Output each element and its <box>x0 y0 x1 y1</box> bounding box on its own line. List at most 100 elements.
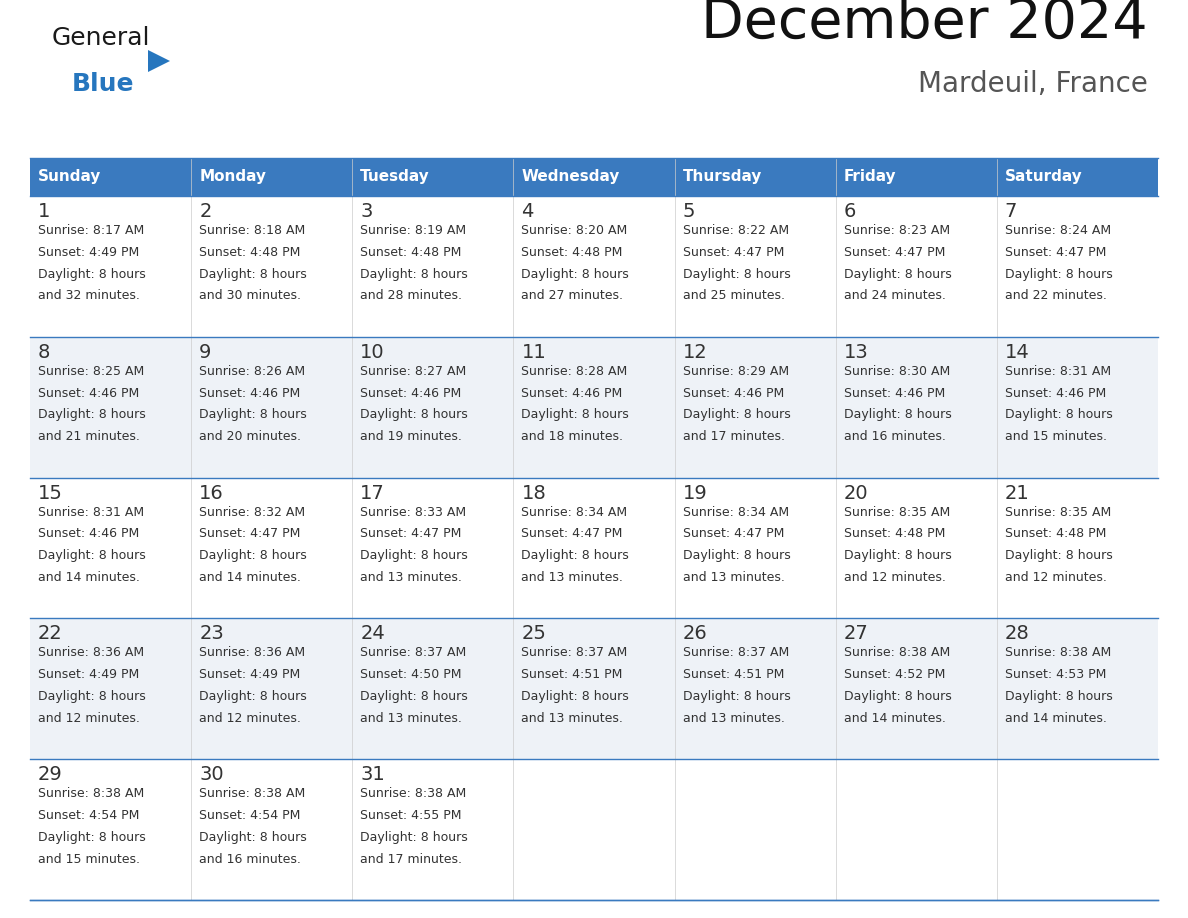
Text: and 13 minutes.: and 13 minutes. <box>683 571 784 584</box>
Text: 3: 3 <box>360 202 373 221</box>
Text: and 12 minutes.: and 12 minutes. <box>38 711 140 725</box>
Text: Tuesday: Tuesday <box>360 170 430 185</box>
Text: 12: 12 <box>683 342 707 362</box>
Text: Sunset: 4:50 PM: Sunset: 4:50 PM <box>360 668 462 681</box>
Text: Daylight: 8 hours: Daylight: 8 hours <box>522 549 630 562</box>
Text: Daylight: 8 hours: Daylight: 8 hours <box>200 409 307 421</box>
Text: Sunrise: 8:27 AM: Sunrise: 8:27 AM <box>360 364 467 378</box>
Text: and 13 minutes.: and 13 minutes. <box>360 571 462 584</box>
Text: and 12 minutes.: and 12 minutes. <box>843 571 946 584</box>
Text: Daylight: 8 hours: Daylight: 8 hours <box>522 409 630 421</box>
FancyBboxPatch shape <box>30 619 1158 759</box>
Text: and 18 minutes.: and 18 minutes. <box>522 431 624 443</box>
FancyBboxPatch shape <box>997 158 1158 196</box>
Text: Daylight: 8 hours: Daylight: 8 hours <box>843 409 952 421</box>
Text: Sunrise: 8:31 AM: Sunrise: 8:31 AM <box>1005 364 1111 378</box>
Text: 2: 2 <box>200 202 211 221</box>
Text: 20: 20 <box>843 484 868 502</box>
Text: Sunset: 4:52 PM: Sunset: 4:52 PM <box>843 668 946 681</box>
Text: and 21 minutes.: and 21 minutes. <box>38 431 140 443</box>
Text: and 16 minutes.: and 16 minutes. <box>843 431 946 443</box>
Text: Sunset: 4:47 PM: Sunset: 4:47 PM <box>200 528 301 541</box>
Text: 31: 31 <box>360 766 385 784</box>
Text: Sunset: 4:47 PM: Sunset: 4:47 PM <box>1005 246 1106 259</box>
Text: Sunrise: 8:34 AM: Sunrise: 8:34 AM <box>683 506 789 519</box>
Text: Sunset: 4:47 PM: Sunset: 4:47 PM <box>683 528 784 541</box>
Text: Daylight: 8 hours: Daylight: 8 hours <box>360 690 468 703</box>
Text: Daylight: 8 hours: Daylight: 8 hours <box>360 268 468 281</box>
Text: Sunset: 4:54 PM: Sunset: 4:54 PM <box>200 809 301 822</box>
Text: Sunset: 4:46 PM: Sunset: 4:46 PM <box>360 386 461 399</box>
Text: Daylight: 8 hours: Daylight: 8 hours <box>843 549 952 562</box>
Text: and 14 minutes.: and 14 minutes. <box>843 711 946 725</box>
Text: 29: 29 <box>38 766 63 784</box>
Text: Sunset: 4:48 PM: Sunset: 4:48 PM <box>843 528 946 541</box>
Text: and 27 minutes.: and 27 minutes. <box>522 289 624 302</box>
Text: December 2024: December 2024 <box>701 0 1148 50</box>
Text: Sunrise: 8:31 AM: Sunrise: 8:31 AM <box>38 506 144 519</box>
Text: Sunrise: 8:18 AM: Sunrise: 8:18 AM <box>200 224 305 237</box>
Text: Sunrise: 8:38 AM: Sunrise: 8:38 AM <box>843 646 950 659</box>
Text: 28: 28 <box>1005 624 1030 644</box>
FancyBboxPatch shape <box>675 158 835 196</box>
FancyBboxPatch shape <box>30 196 1158 337</box>
Text: Sunset: 4:47 PM: Sunset: 4:47 PM <box>843 246 946 259</box>
Text: Daylight: 8 hours: Daylight: 8 hours <box>843 690 952 703</box>
Text: 6: 6 <box>843 202 857 221</box>
Text: Sunset: 4:47 PM: Sunset: 4:47 PM <box>360 528 462 541</box>
Text: Friday: Friday <box>843 170 896 185</box>
Text: Sunrise: 8:17 AM: Sunrise: 8:17 AM <box>38 224 144 237</box>
Text: Daylight: 8 hours: Daylight: 8 hours <box>200 690 307 703</box>
Text: and 17 minutes.: and 17 minutes. <box>683 431 784 443</box>
Text: Daylight: 8 hours: Daylight: 8 hours <box>360 549 468 562</box>
Text: Daylight: 8 hours: Daylight: 8 hours <box>38 831 146 844</box>
Text: Sunrise: 8:20 AM: Sunrise: 8:20 AM <box>522 224 627 237</box>
Text: Sunrise: 8:36 AM: Sunrise: 8:36 AM <box>38 646 144 659</box>
Text: 26: 26 <box>683 624 707 644</box>
FancyBboxPatch shape <box>30 759 1158 900</box>
Text: 23: 23 <box>200 624 223 644</box>
Text: Daylight: 8 hours: Daylight: 8 hours <box>38 268 146 281</box>
Text: and 13 minutes.: and 13 minutes. <box>522 571 624 584</box>
Text: 22: 22 <box>38 624 63 644</box>
Text: Sunset: 4:49 PM: Sunset: 4:49 PM <box>38 668 139 681</box>
Text: Daylight: 8 hours: Daylight: 8 hours <box>522 268 630 281</box>
Text: and 13 minutes.: and 13 minutes. <box>522 711 624 725</box>
FancyBboxPatch shape <box>513 158 675 196</box>
Text: Daylight: 8 hours: Daylight: 8 hours <box>1005 690 1113 703</box>
Text: Sunrise: 8:38 AM: Sunrise: 8:38 AM <box>200 788 305 800</box>
Text: Sunrise: 8:26 AM: Sunrise: 8:26 AM <box>200 364 305 378</box>
Text: Sunrise: 8:23 AM: Sunrise: 8:23 AM <box>843 224 950 237</box>
Text: and 12 minutes.: and 12 minutes. <box>1005 571 1107 584</box>
Text: and 32 minutes.: and 32 minutes. <box>38 289 140 302</box>
Text: Daylight: 8 hours: Daylight: 8 hours <box>843 268 952 281</box>
Text: 15: 15 <box>38 484 63 502</box>
Text: and 14 minutes.: and 14 minutes. <box>200 571 301 584</box>
Text: Sunrise: 8:24 AM: Sunrise: 8:24 AM <box>1005 224 1111 237</box>
Text: and 12 minutes.: and 12 minutes. <box>200 711 301 725</box>
Text: Daylight: 8 hours: Daylight: 8 hours <box>38 549 146 562</box>
Text: Sunrise: 8:19 AM: Sunrise: 8:19 AM <box>360 224 467 237</box>
Text: Sunset: 4:46 PM: Sunset: 4:46 PM <box>843 386 944 399</box>
Text: General: General <box>52 26 151 50</box>
Text: 10: 10 <box>360 342 385 362</box>
Text: Sunset: 4:47 PM: Sunset: 4:47 PM <box>683 246 784 259</box>
Text: Sunset: 4:46 PM: Sunset: 4:46 PM <box>38 386 139 399</box>
Text: and 15 minutes.: and 15 minutes. <box>1005 431 1107 443</box>
Text: and 24 minutes.: and 24 minutes. <box>843 289 946 302</box>
Text: Daylight: 8 hours: Daylight: 8 hours <box>683 268 790 281</box>
Text: Sunrise: 8:30 AM: Sunrise: 8:30 AM <box>843 364 950 378</box>
Text: Sunrise: 8:22 AM: Sunrise: 8:22 AM <box>683 224 789 237</box>
Text: and 16 minutes.: and 16 minutes. <box>200 853 301 866</box>
Text: 17: 17 <box>360 484 385 502</box>
Text: Sunset: 4:48 PM: Sunset: 4:48 PM <box>200 246 301 259</box>
Text: Sunset: 4:48 PM: Sunset: 4:48 PM <box>522 246 623 259</box>
Text: Sunrise: 8:36 AM: Sunrise: 8:36 AM <box>200 646 305 659</box>
Polygon shape <box>148 50 170 72</box>
Text: and 15 minutes.: and 15 minutes. <box>38 853 140 866</box>
Text: and 25 minutes.: and 25 minutes. <box>683 289 784 302</box>
Text: Sunset: 4:46 PM: Sunset: 4:46 PM <box>1005 386 1106 399</box>
Text: Sunrise: 8:32 AM: Sunrise: 8:32 AM <box>200 506 305 519</box>
Text: Daylight: 8 hours: Daylight: 8 hours <box>360 831 468 844</box>
Text: Sunset: 4:46 PM: Sunset: 4:46 PM <box>38 528 139 541</box>
